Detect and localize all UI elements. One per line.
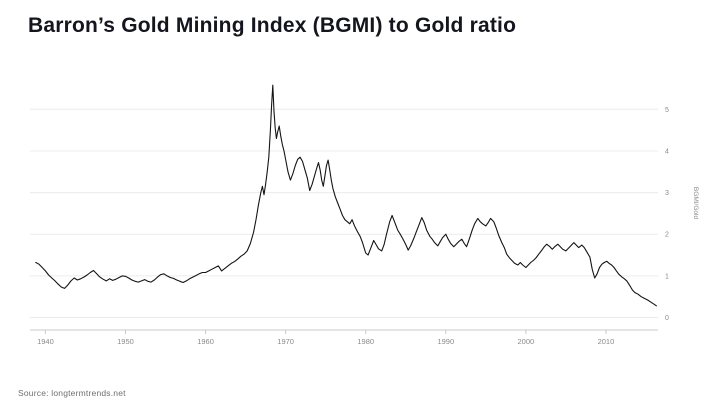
x-tick-label: 2010 (598, 337, 615, 346)
x-tick-label: 1950 (117, 337, 134, 346)
y-tick-label: 1 (665, 273, 669, 280)
y-axis-title: BGMI/Gold (692, 187, 699, 220)
y-tick-label: 5 (665, 107, 669, 114)
data-line (35, 84, 657, 307)
x-tick-label: 1990 (437, 337, 454, 346)
x-tick-label: 1940 (37, 337, 54, 346)
page-title: Barron’s Gold Mining Index (BGMI) to Gol… (28, 14, 517, 37)
x-tick-label: 1970 (277, 337, 294, 346)
chart: 0 1 2 3 4 5 1940 1950 1960 1970 1980 1990 2000 2010 BG… (0, 62, 714, 366)
source-note: Source: longtermtrends.net (18, 388, 126, 398)
x-tick-label: 1960 (197, 337, 214, 346)
y-tick-label: 4 (665, 148, 669, 155)
y-tick-label: 2 (665, 232, 669, 239)
y-tick-label: 3 (665, 190, 669, 197)
chart-svg: 0 1 2 3 4 5 1940 1950 1960 1970 1980 1990 2000 2010 BG… (30, 84, 699, 346)
x-tick-label: 1980 (357, 337, 374, 346)
y-tick-label: 0 (665, 315, 669, 322)
x-tick-label: 2000 (518, 337, 535, 346)
